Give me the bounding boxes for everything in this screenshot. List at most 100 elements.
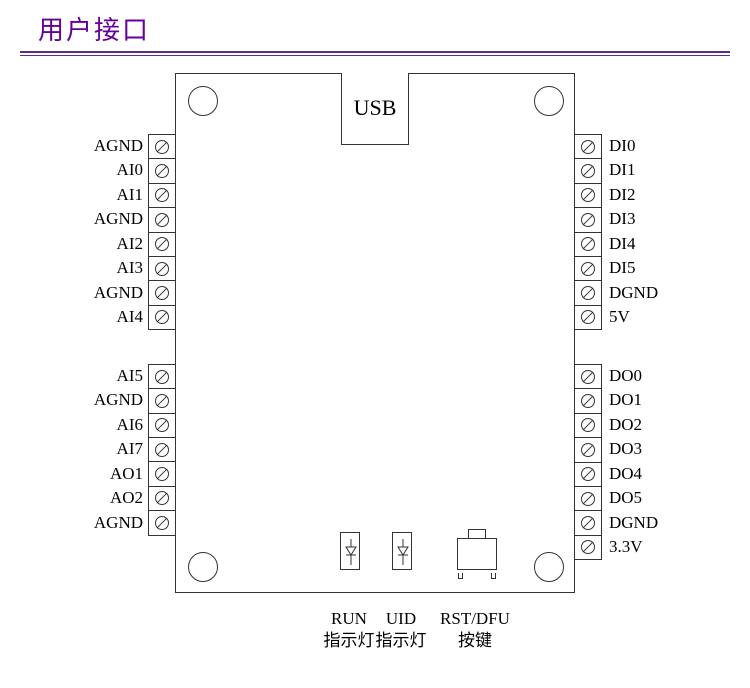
pin-label: DI5 [609,259,729,276]
pin-label: 3.3V [609,538,729,555]
screw-icon [155,467,169,481]
screw-icon [155,491,169,505]
label-line1: UID [371,608,431,630]
label-line1: RST/DFU [430,608,520,630]
pin-labels-right-upper: DI0DI1DI2DI3DI4DI5DGND5V [609,133,729,329]
terminal-screw [575,257,601,281]
pin-label: AGND [20,137,143,154]
pin-label: 5V [609,308,729,325]
label-line2: 按键 [430,630,520,652]
rst-dfu-button [454,530,500,572]
pin-labels-right-lower: DO0DO1DO2DO3DO4DO5DGND3.3V [609,363,729,559]
screw-icon [581,394,595,408]
title-underline [20,51,730,53]
screw-icon [581,310,595,324]
terminal-screw [149,135,175,159]
terminal-screw [575,135,601,159]
pin-label: DO0 [609,367,729,384]
screw-icon [155,443,169,457]
screw-icon [581,188,595,202]
pin-label: AI4 [20,308,143,325]
terminal-screw [149,511,175,534]
mounting-hole [534,86,564,116]
screw-icon [155,213,169,227]
pin-label: AI2 [20,235,143,252]
terminal-screw [149,306,175,329]
pin-label: DI4 [609,235,729,252]
screw-icon [155,394,169,408]
terminal-block-right-lower [574,364,602,560]
pin-label: DI2 [609,186,729,203]
pin-labels-left-lower: AI5AGNDAI6AI7AO1AO2AGND [20,363,143,535]
terminal-screw [149,365,175,389]
terminal-screw [575,184,601,208]
pin-label: AGND [20,210,143,227]
pin-label: AI0 [20,161,143,178]
screw-icon [155,310,169,324]
pin-label: DO1 [609,391,729,408]
mounting-hole [188,552,218,582]
pin-label: DO3 [609,440,729,457]
screw-icon [155,516,169,530]
screw-icon [581,467,595,481]
usb-port: USB [341,73,409,145]
label-line2: 指示灯 [371,630,431,652]
pin-label: DGND [609,514,729,531]
screw-icon [581,164,595,178]
terminal-block-left-upper [148,134,176,330]
pin-label: AI3 [20,259,143,276]
screw-icon [581,443,595,457]
terminal-screw [149,257,175,281]
screw-icon [581,140,595,154]
uid-led-label: UID指示灯 [371,608,431,652]
label-line1: RUN [319,608,379,630]
pin-label: AI6 [20,416,143,433]
screw-icon [155,286,169,300]
screw-icon [155,262,169,276]
screw-icon [581,516,595,530]
terminal-screw [149,208,175,232]
terminal-screw [575,159,601,183]
screw-icon [155,164,169,178]
mounting-hole [188,86,218,116]
pin-label: AI5 [20,367,143,384]
terminal-screw [575,414,601,438]
button-pin [458,573,463,579]
screw-icon [581,418,595,432]
uid-led [392,532,412,570]
terminal-screw [575,389,601,413]
pin-label: AO2 [20,489,143,506]
screw-icon [155,188,169,202]
terminal-screw [575,306,601,329]
screw-icon [155,237,169,251]
pin-label: AGND [20,514,143,531]
terminal-screw [149,438,175,462]
screw-icon [155,370,169,384]
terminal-screw [149,233,175,257]
terminal-screw [149,487,175,511]
screw-icon [155,418,169,432]
terminal-screw [575,208,601,232]
pin-label: DO4 [609,465,729,482]
screw-icon [581,370,595,384]
pin-label: AI1 [20,186,143,203]
pin-label: DI1 [609,161,729,178]
terminal-screw [575,233,601,257]
screw-icon [581,286,595,300]
pin-label: DGND [609,284,729,301]
button-label: RST/DFU按键 [430,608,520,652]
screw-icon [581,262,595,276]
run-led-label: RUN指示灯 [319,608,379,652]
diagram-stage: USB AGND AI0 AI1 AGND AI2 AI3 AGND AI4 AI5 AGND AI… [20,63,730,673]
pin-label: DO5 [609,489,729,506]
pin-label: AI7 [20,440,143,457]
terminal-screw [149,184,175,208]
pin-label: AO1 [20,465,143,482]
terminal-screw [149,462,175,486]
run-led [340,532,360,570]
page-title: 用户接口 [20,10,730,51]
terminal-block-right-upper [574,134,602,330]
pin-label: AGND [20,284,143,301]
button-pin [491,573,496,579]
screw-icon [581,492,595,506]
